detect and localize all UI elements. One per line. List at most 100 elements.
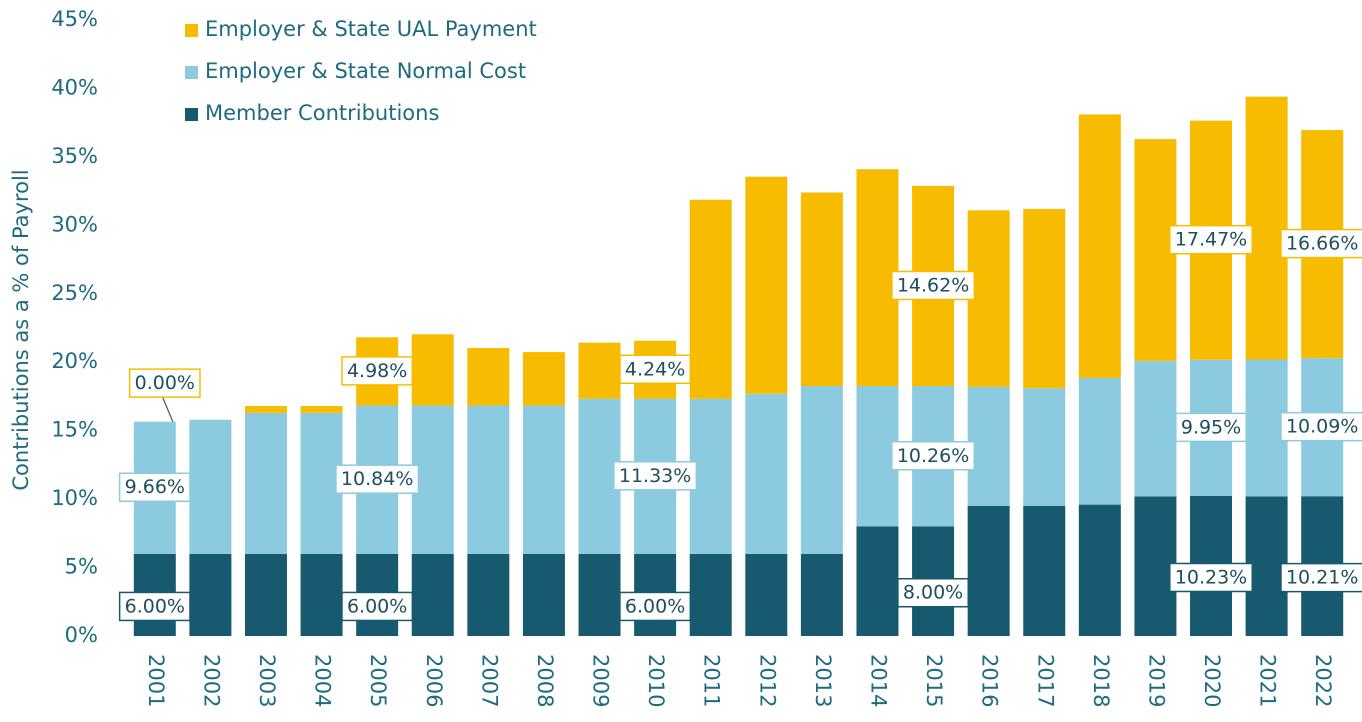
- value-label-box: [1175, 412, 1247, 443]
- legend-swatch: [185, 108, 198, 121]
- bar-segment: [467, 553, 510, 636]
- x-tick-label: 2015: [922, 654, 946, 707]
- bar-segment: [300, 553, 343, 636]
- value-label-box: [118, 591, 191, 622]
- legend-swatch: [185, 66, 198, 79]
- x-tick-label: 2003: [255, 654, 279, 707]
- value-label-box: [335, 464, 420, 494]
- value-label-box: [1169, 562, 1253, 593]
- x-tick-label: 2007: [477, 654, 501, 707]
- x-tick-label: 2011: [700, 654, 724, 707]
- x-tick-label: 2009: [589, 654, 613, 707]
- bar-segment: [800, 386, 843, 554]
- bar-segment: [745, 553, 788, 636]
- bar-segment: [1023, 208, 1066, 389]
- bar-segment: [1023, 505, 1066, 636]
- bar-segment: [856, 526, 899, 636]
- value-label-box: [891, 441, 976, 471]
- bar-segment: [411, 334, 454, 406]
- x-tick-label: 2013: [811, 654, 835, 707]
- value-label: 9.66%: [125, 476, 185, 498]
- bar-segment: [300, 406, 343, 413]
- bar-segment: [411, 553, 454, 636]
- y-tick-label: 45%: [51, 7, 98, 31]
- bar-segment: [467, 347, 510, 406]
- bar-segment: [189, 553, 232, 636]
- value-label-box: [619, 354, 692, 385]
- legend-label: Employer & State Normal Cost: [205, 59, 526, 83]
- x-tick-label: 2022: [1311, 654, 1335, 707]
- value-label-box: [341, 591, 414, 622]
- value-label-box: [897, 577, 969, 608]
- value-label-box: [1280, 411, 1362, 442]
- x-tick-label: 2021: [1256, 654, 1280, 707]
- x-tick-label: 2002: [199, 654, 223, 707]
- leader-line: [162, 397, 174, 422]
- value-label: 8.00%: [903, 582, 963, 604]
- x-tick-label: 2019: [1144, 654, 1168, 707]
- value-label: 10.21%: [1286, 567, 1358, 589]
- value-label-box: [619, 591, 692, 622]
- value-label: 9.95%: [1181, 416, 1241, 438]
- bar-segment: [745, 176, 788, 394]
- y-tick-label: 35%: [51, 144, 98, 168]
- x-tick-label: 2010: [644, 654, 668, 707]
- y-tick-label: 30%: [51, 212, 98, 236]
- bar-segment: [1078, 114, 1121, 378]
- bar-segment: [578, 553, 621, 636]
- value-label: 10.26%: [897, 445, 969, 467]
- x-tick-label: 2017: [1033, 654, 1057, 707]
- x-tick-label: 2001: [144, 654, 168, 707]
- bar-segment: [522, 352, 565, 406]
- y-tick-label: 15%: [51, 418, 98, 442]
- x-tick-label: 2005: [366, 654, 390, 707]
- x-tick-label: 2004: [311, 654, 335, 707]
- value-label: 4.24%: [625, 358, 685, 380]
- value-label: 0.00%: [135, 372, 195, 394]
- x-tick-label: 2014: [866, 654, 890, 707]
- value-label: 17.47%: [1175, 229, 1247, 251]
- bar-segment: [800, 553, 843, 636]
- bar-segment: [244, 553, 287, 636]
- bar-segment: [578, 342, 621, 399]
- value-label: 4.98%: [347, 360, 407, 382]
- y-axis-label: Contributions as a % of Payroll: [9, 169, 33, 490]
- value-label: 6.00%: [125, 595, 185, 617]
- bar-segment: [689, 553, 732, 636]
- bar-segment: [1078, 377, 1121, 505]
- x-tick-label: 2006: [422, 654, 446, 707]
- bar-segment: [689, 199, 732, 399]
- bar-segment: [967, 505, 1010, 636]
- bar-segment: [800, 192, 843, 387]
- legend-label: Member Contributions: [205, 101, 439, 125]
- x-tick-label: 2018: [1089, 654, 1113, 707]
- value-label-box: [613, 461, 698, 491]
- legend-label: Employer & State UAL Payment: [205, 17, 537, 41]
- value-label: 14.62%: [897, 274, 969, 296]
- y-tick-label: 40%: [51, 75, 98, 99]
- value-label-box: [891, 270, 976, 301]
- y-tick-label: 10%: [51, 486, 98, 510]
- value-label-box: [341, 356, 414, 386]
- x-tick-label: 2008: [533, 654, 557, 707]
- value-label-box: [118, 472, 191, 502]
- y-tick-label: 20%: [51, 349, 98, 373]
- bar-segment: [522, 405, 565, 554]
- bar-segment: [745, 393, 788, 554]
- value-label: 10.23%: [1175, 566, 1247, 588]
- value-label: 16.66%: [1286, 233, 1358, 255]
- y-tick-label: 0%: [65, 623, 98, 647]
- y-tick-label: 5%: [65, 555, 98, 579]
- bar-segment: [522, 553, 565, 636]
- x-tick-label: 2016: [978, 654, 1002, 707]
- y-tick-label: 25%: [51, 281, 98, 305]
- x-tick-label: 2020: [1200, 654, 1224, 707]
- value-label: 11.33%: [619, 465, 691, 487]
- value-label-box: [1169, 224, 1253, 255]
- bar-segment: [244, 412, 287, 554]
- value-label: 10.09%: [1286, 416, 1358, 438]
- bar-segment: [1078, 504, 1121, 636]
- value-label-box: [1280, 228, 1362, 259]
- x-tick-label: 2012: [755, 654, 779, 707]
